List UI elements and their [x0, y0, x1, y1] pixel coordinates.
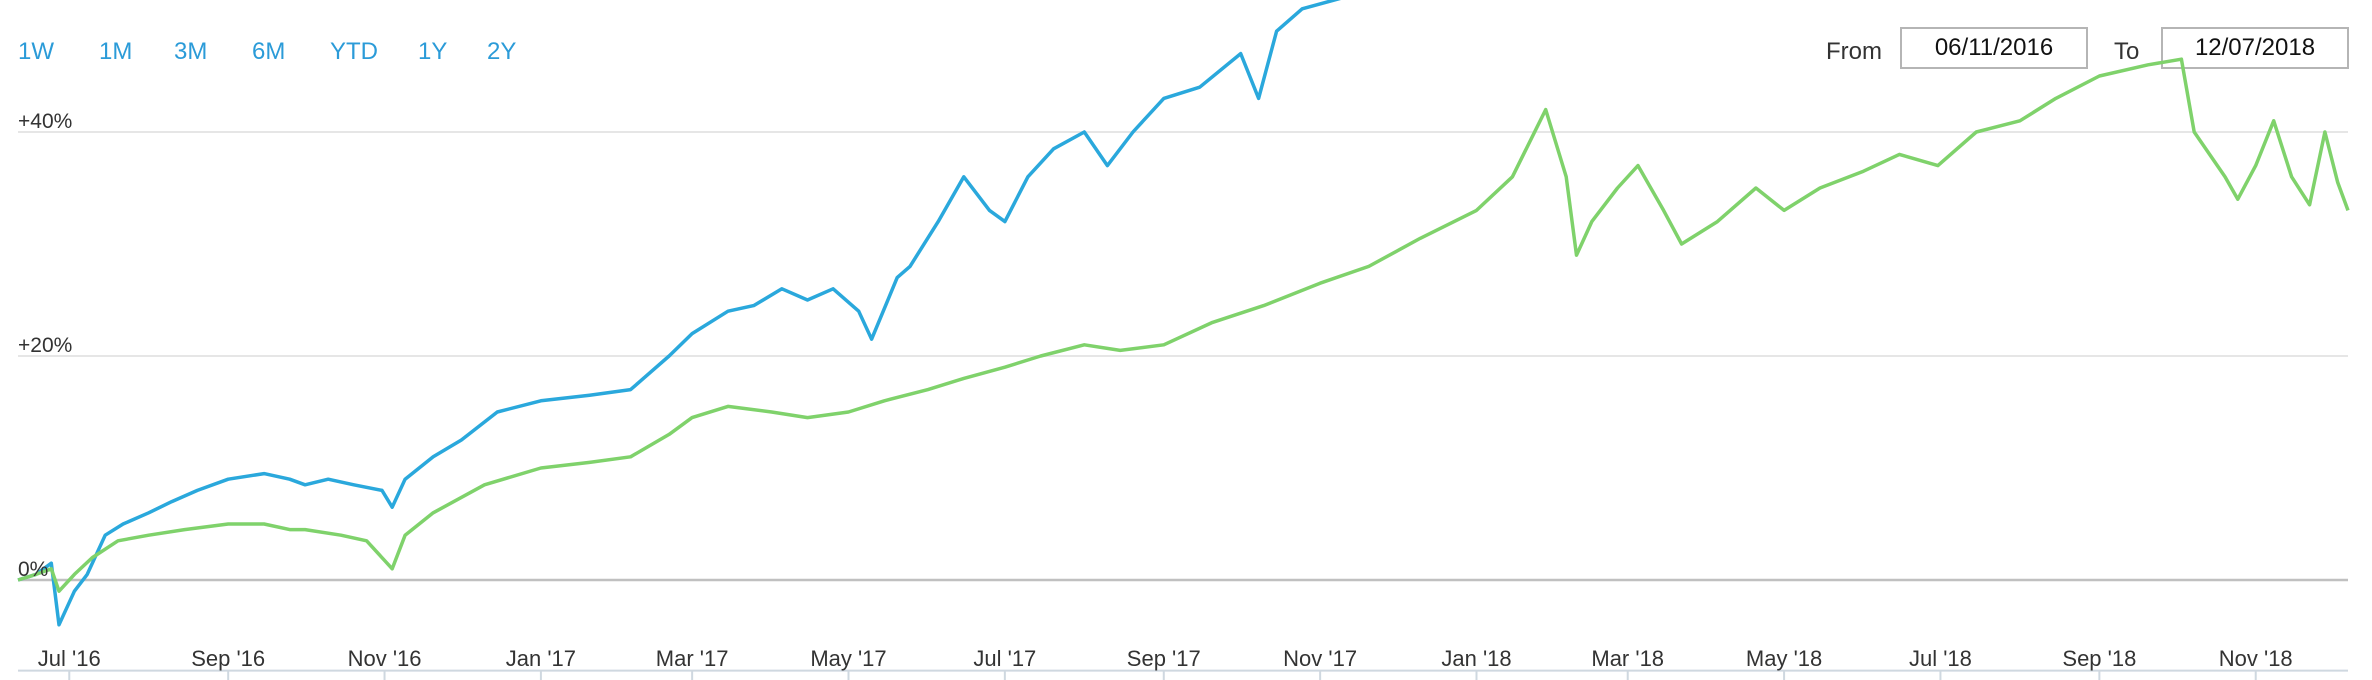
x-axis-ticks: Jul '16 Sep '16 Nov '16 Jan '17 Mar '17 May '… [38, 646, 2293, 680]
to-label: To [2114, 38, 2140, 65]
range-button-1y[interactable]: 1Y [418, 38, 448, 65]
x-tick-label: Jul '17 [973, 646, 1036, 671]
x-tick-label: Mar '18 [1591, 646, 1664, 671]
series-lines [17, 0, 2350, 627]
to-date-input[interactable] [2161, 27, 2349, 69]
x-tick-label: Nov '18 [2219, 646, 2293, 671]
y-tick-label: 0% [18, 558, 48, 581]
x-tick-label: Mar '17 [656, 646, 729, 671]
y-axis-ticks: 0%+20%+40%+60% [18, 110, 72, 581]
x-tick-label: Jan '17 [506, 646, 576, 671]
from-label: From [1826, 38, 1882, 65]
from-date-input[interactable] [1900, 27, 2088, 69]
x-tick-label: May '18 [1746, 646, 1822, 671]
range-button-6m[interactable]: 6M [252, 38, 286, 65]
range-button-ytd[interactable]: YTD [330, 38, 378, 65]
range-button-1w[interactable]: 1W [18, 38, 54, 65]
x-tick-label: Sep '18 [2062, 646, 2136, 671]
x-tick-label: Nov '17 [1283, 646, 1357, 671]
series-line-2 [17, 57, 2350, 593]
y-tick-label: +20% [18, 334, 72, 357]
x-tick-label: Jul '16 [38, 646, 101, 671]
x-tick-label: Sep '17 [1127, 646, 1201, 671]
range-button-1m[interactable]: 1M [99, 38, 133, 65]
range-button-3m[interactable]: 3M [174, 38, 208, 65]
x-tick-label: Jan '18 [1441, 646, 1511, 671]
x-tick-label: Nov '16 [348, 646, 422, 671]
x-tick-label: Sep '16 [191, 646, 265, 671]
range-button-2y[interactable]: 2Y [487, 38, 517, 65]
series-line-1 [17, 0, 1342, 627]
y-tick-label: +40% [18, 110, 72, 133]
grid-lines [18, 131, 2348, 672]
x-tick-label: Jul '18 [1909, 646, 1972, 671]
x-tick-label: May '17 [810, 646, 886, 671]
